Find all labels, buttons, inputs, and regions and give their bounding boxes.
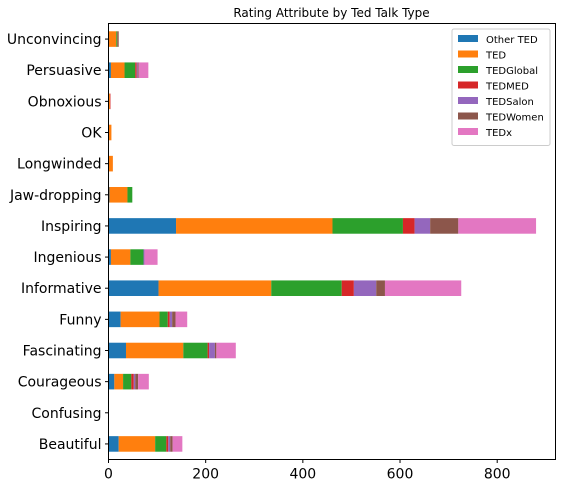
bar-segment [458,218,536,234]
bar-segment [109,374,115,390]
x-tick-label: 200 [192,467,219,483]
bar-segment [138,374,149,390]
legend-swatch [458,113,478,120]
y-tick-label: Courageous [18,375,102,391]
y-tick-label: Confusing [32,406,102,422]
y-tick-label: Unconvincing [7,32,102,48]
legend-swatch [458,51,478,58]
bar-segment [111,249,130,265]
y-tick-label: Jaw-dropping [9,188,102,204]
bar-segment [415,218,431,234]
bar-segment [111,62,125,78]
bar-segment [135,62,136,78]
legend-label: TED [485,51,506,62]
bar-segment [116,31,117,47]
bar-segment [139,62,149,78]
bar-segment [209,343,215,359]
legend-swatch [458,66,478,73]
x-axis: 0 200 400 600 800 [104,460,511,483]
bar-segment [119,436,155,452]
bar-segment [160,312,168,328]
bar-segment [143,249,144,265]
bar-segment [159,280,272,296]
y-tick-label: Longwinded [17,157,101,173]
bar-segment [215,343,216,359]
bar-segment [131,374,133,390]
y-tick-label: Ingenious [34,250,102,266]
bar-segment [271,280,341,296]
bar-segment [216,343,235,359]
y-axis: Unconvincing Persuasive Obnoxious OK Longwin… [7,32,109,453]
y-tick-label: Fascinating [23,344,102,360]
bar-segment [109,312,121,328]
bar-segment [121,312,160,328]
bar-segment [109,436,119,452]
bar-segment [114,374,123,390]
bar-segment [109,218,177,234]
legend-swatch [458,128,478,135]
legend-label: TEDSalon [485,97,534,108]
bar-segment [137,62,138,78]
bar-segment [183,343,207,359]
bar-segment [342,280,354,296]
bar-segment [144,249,157,265]
legend-label: TEDGlobal [485,66,538,77]
legend-label: Other TED [486,35,538,46]
bar-segment [354,280,376,296]
bar-segment [138,62,139,78]
y-tick-label: Inspiring [41,219,101,235]
bar-segment [170,436,172,452]
bar-segment [126,343,183,359]
legend-label: TEDWomen [485,113,544,124]
bar-segment [170,312,172,328]
bar-segment [130,249,143,265]
y-tick-label: Obnoxious [28,94,102,110]
bar-segment [176,312,188,328]
bar-segment [127,187,132,203]
bar-segment [403,218,415,234]
bar-segment [176,218,332,234]
bar-segment [109,280,159,296]
y-tick-label: OK [81,126,102,142]
legend-label: TEDMED [485,82,529,93]
bar-segment [123,374,131,390]
legend-swatch [458,35,478,42]
bar-segment [117,31,118,47]
bar-segment [430,218,458,234]
bar-segment [109,187,127,203]
legend-label: TEDx [485,128,512,139]
bar-segment [173,436,183,452]
bar-segment [172,312,175,328]
legend: Other TED TED TEDGlobal TEDMED TEDSalon TEDWo… [452,29,550,146]
bar-segment [208,343,209,359]
bar-segment [109,31,116,47]
chart-title: Rating Attribute by Ted Talk Type [233,6,429,20]
x-tick-label: 400 [289,467,316,483]
bar-segment [376,280,385,296]
bar-segment [155,436,166,452]
x-tick-label: 0 [104,467,113,483]
bar-segment [109,343,126,359]
bar-segment [168,436,170,452]
x-tick-label: 800 [484,467,511,483]
bar-segment [134,374,135,390]
y-tick-label: Informative [21,281,102,297]
bar-segment [385,280,461,296]
bar-segment [166,436,168,452]
y-tick-label: Beautiful [39,437,102,453]
legend-swatch [458,97,478,104]
bar-segment [135,374,138,390]
bar-segment [109,156,113,172]
x-tick-label: 600 [387,467,414,483]
legend-swatch [458,82,478,89]
bar-segment [332,218,402,234]
y-tick-label: Persuasive [26,63,101,79]
bar-segment [168,312,170,328]
bar-segment [125,62,136,78]
y-tick-label: Funny [59,312,101,328]
